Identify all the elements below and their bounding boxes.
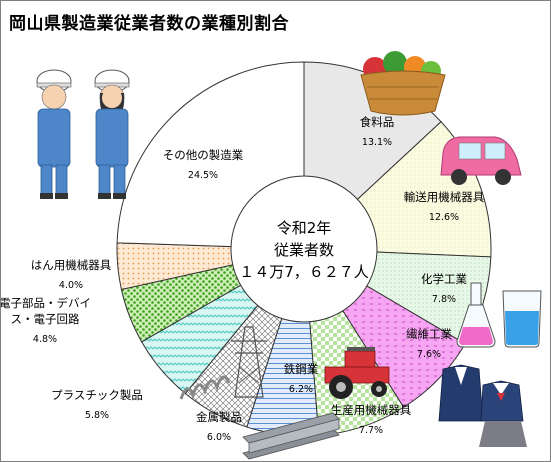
slice-name-label: はん用機械器具 [31,258,112,272]
spring-coil-icon [179,375,231,400]
pink-car-icon [440,136,522,185]
power-pylon-icon [231,326,267,398]
slice-name-label: 金属製品 [196,410,242,424]
slice-name-label: 生産用機械器具 [331,403,412,417]
steel-beam-icon [242,412,340,460]
slice-value-label: 7.8% [432,294,456,305]
center-hole [230,175,378,323]
slice-value-label: 7.7% [359,425,383,436]
slice-value-label: 6.0% [207,432,231,443]
center-label-total: １４万7，６２７人 [239,263,369,281]
slice-value-label: 4.8% [33,334,57,345]
slice-value-label: 13.1% [362,137,392,148]
slice-name-label: 電子部品・デバイ [1,296,91,310]
slice-name-label: 鉄鋼業 [284,362,319,376]
slice-name-label: 化学工業 [421,272,467,286]
slice-name-label: ス・電子回路 [11,312,80,326]
beaker-icon [502,290,542,348]
slice-value-label: 7.6% [417,349,441,360]
slice-name-label: 輸送用機械器具 [404,190,485,204]
flask-icon [456,282,496,348]
slice-value-label: 5.8% [85,410,109,421]
factory-workers-icon [36,69,130,199]
center-label-title: 従業者数 [274,241,334,259]
center-label-group: 令和2年 従業者数 １４万7，６２７人 [230,175,378,323]
slice-name-label: プラスチック製品 [51,388,143,402]
school-uniform-icon [438,364,527,447]
slice-value-label: 12.6% [429,212,459,223]
slice-value-label: 4.0% [59,280,83,291]
center-label-year: 令和2年 [277,219,332,237]
slice-value-label: 6.2% [289,384,313,395]
chart-title: 岡山県製造業従業者数の業種別割合 [9,14,289,34]
slice-name-label: 食料品 [360,115,395,129]
vegetable-basket-icon [360,51,446,116]
slice-name-label: 繊維工業 [406,327,452,341]
pie-labels: 食料品 13.1% 輸送用機械器具 12.6% 化学工業 7.8% 繊維工業 7.6% 生産用機… [1,115,485,443]
slice-name-label: その他の製造業 [163,148,244,162]
tractor-icon [324,347,390,399]
slice-value-label: 24.5% [188,170,218,181]
